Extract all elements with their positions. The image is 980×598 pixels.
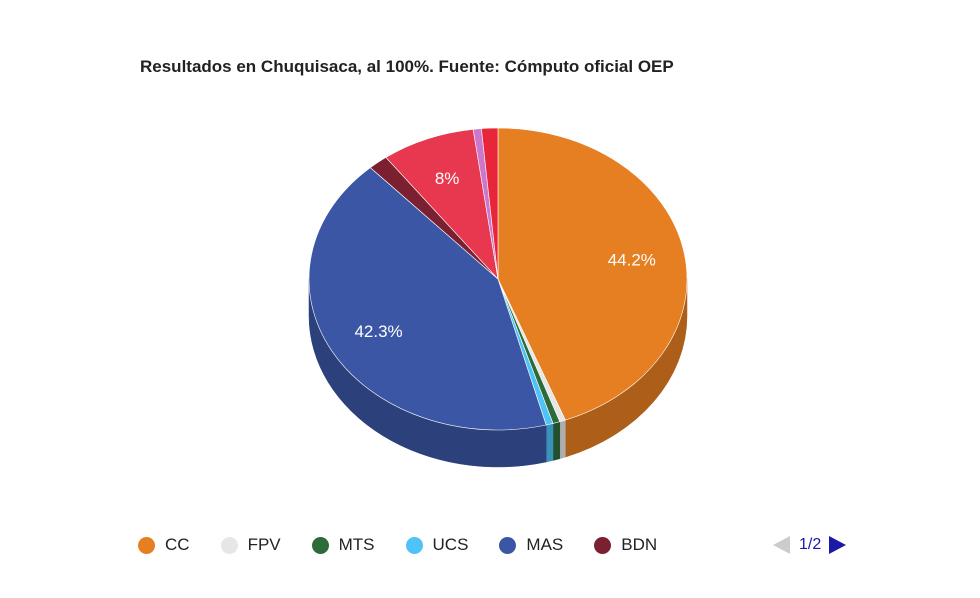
legend-label: CC [165, 535, 190, 554]
pie-side-fpv [559, 419, 566, 460]
legend-label: MTS [338, 535, 375, 554]
legend-swatch [311, 536, 329, 554]
pie-side-mts [552, 421, 561, 461]
legend-swatch [499, 536, 517, 554]
chart-legend: CC FPV MTS UCS MAS BDN [138, 532, 688, 558]
legend-label: UCS [432, 535, 469, 554]
legend-item-cc[interactable]: CC [138, 535, 190, 555]
chart-title: Resultados en Chuquisaca, al 100%. Fuent… [140, 57, 674, 76]
legend-item-bdn[interactable]: BDN [594, 535, 657, 555]
legend-pager: 1/2 [773, 533, 847, 557]
legend-label: FPV [247, 535, 281, 554]
legend-item-fpv[interactable]: FPV [220, 535, 281, 555]
pie-label-mas: 42.3% [354, 322, 402, 341]
legend-swatch [405, 536, 423, 554]
legend-swatch [138, 536, 155, 554]
pie-slice-mas[interactable] [308, 167, 547, 431]
legend-item-mas[interactable]: MAS [499, 535, 563, 555]
legend-item-ucs[interactable]: UCS [405, 535, 469, 555]
pie-slice-other-6[interactable] [385, 128, 499, 280]
pie-top-layer [308, 127, 688, 431]
pie-labels-layer: 44.2% 42.3% 8% [354, 169, 655, 341]
pie-slice-cc[interactable] [497, 127, 688, 421]
pie-side-ucs [545, 423, 554, 463]
next-page-icon[interactable] [829, 536, 847, 554]
legend-label: MAS [526, 535, 564, 554]
legend-swatch [220, 536, 238, 554]
legend-swatch [594, 536, 612, 554]
pie-label-cc: 44.2% [608, 250, 656, 269]
legend-item-mts[interactable]: MTS [311, 535, 375, 555]
legend-label: BDN [621, 535, 658, 554]
pie-label-other-6: 8% [435, 169, 460, 188]
prev-page-icon[interactable] [773, 536, 790, 554]
page-indicator: 1/2 [799, 536, 822, 553]
pie-slice-other-8[interactable] [481, 127, 499, 280]
